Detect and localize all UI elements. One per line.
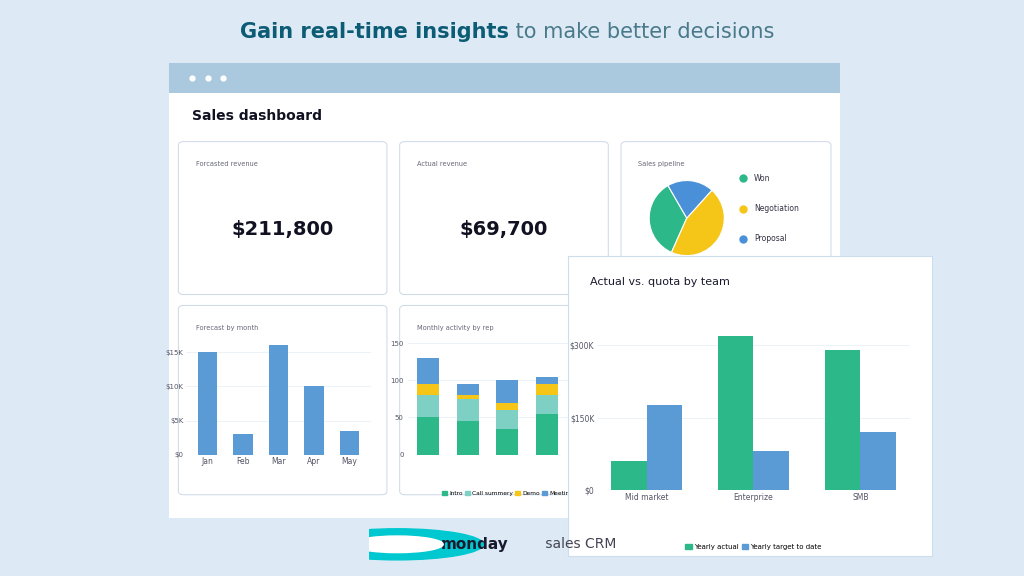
Bar (575, 410, 597, 454)
Bar (754, 452, 788, 490)
Bar (269, 346, 289, 454)
Bar (418, 395, 439, 418)
Bar (825, 350, 860, 490)
Wedge shape (668, 180, 712, 218)
Text: Monthly activity by rep: Monthly activity by rep (417, 325, 494, 331)
Text: Sales pipeline: Sales pipeline (639, 161, 685, 167)
Bar (718, 336, 754, 490)
Text: Forcasted revenue: Forcasted revenue (196, 161, 258, 167)
Text: Negotiation: Negotiation (754, 204, 799, 213)
FancyBboxPatch shape (630, 305, 831, 495)
Wedge shape (649, 185, 687, 252)
Bar (497, 429, 518, 454)
Text: monday: monday (440, 537, 508, 552)
Bar (497, 380, 518, 403)
Circle shape (311, 529, 483, 560)
Bar (646, 406, 682, 490)
Text: sales CRM: sales CRM (541, 537, 616, 551)
FancyBboxPatch shape (178, 142, 387, 294)
Bar (575, 373, 597, 388)
FancyBboxPatch shape (169, 63, 840, 93)
Bar (536, 395, 558, 414)
Wedge shape (672, 190, 724, 256)
Bar (457, 421, 478, 454)
Legend: Yearly actual, Yearly target to date: Yearly actual, Yearly target to date (683, 541, 824, 552)
Bar (418, 384, 439, 395)
Bar (418, 358, 439, 384)
Bar (497, 410, 518, 429)
FancyBboxPatch shape (621, 142, 830, 294)
Bar (304, 386, 324, 454)
Text: $69,700: $69,700 (460, 220, 548, 239)
Bar (340, 431, 359, 454)
Text: Actual vs. quota by team: Actual vs. quota by team (590, 277, 730, 287)
Bar (497, 403, 518, 410)
Bar (611, 461, 646, 490)
Bar (233, 434, 253, 454)
Bar (457, 399, 478, 421)
Text: Sales dashboard: Sales dashboard (193, 109, 323, 123)
FancyBboxPatch shape (178, 305, 387, 495)
FancyBboxPatch shape (169, 93, 840, 518)
FancyBboxPatch shape (399, 142, 608, 294)
Bar (575, 339, 597, 373)
Text: $211,800: $211,800 (231, 220, 334, 239)
Bar (860, 432, 896, 490)
Bar (536, 384, 558, 395)
Bar (536, 377, 558, 384)
Bar (575, 388, 597, 410)
Bar (198, 353, 217, 454)
Bar (536, 414, 558, 454)
Text: Proposal: Proposal (754, 234, 786, 243)
Legend: Intro, Call summery, Demo, Meeting: Intro, Call summery, Demo, Meeting (439, 488, 575, 498)
Text: Actual revenue: Actual revenue (417, 161, 467, 167)
Bar (418, 418, 439, 454)
Text: Forecast by month: Forecast by month (196, 325, 258, 331)
Text: Gain real-time insights: Gain real-time insights (240, 22, 509, 41)
Bar (457, 384, 478, 395)
Circle shape (351, 536, 443, 552)
Text: Won: Won (754, 174, 770, 183)
Text: to make better decisions: to make better decisions (509, 22, 774, 41)
Bar (457, 395, 478, 399)
FancyBboxPatch shape (399, 305, 625, 495)
